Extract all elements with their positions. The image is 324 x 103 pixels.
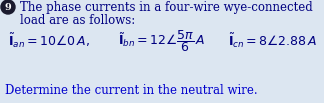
Text: load are as follows:: load are as follows:: [20, 13, 135, 26]
Text: 9: 9: [5, 2, 11, 12]
Circle shape: [1, 0, 15, 14]
Text: $\tilde{\mathbf{I}}_{an} = 10\angle 0\, A,$: $\tilde{\mathbf{I}}_{an} = 10\angle 0\, …: [8, 32, 90, 50]
Text: The phase currents in a four-wire wye-connected: The phase currents in a four-wire wye-co…: [20, 1, 313, 13]
Text: $\tilde{\mathbf{I}}_{cn} = 8\angle 2.88\, A$: $\tilde{\mathbf{I}}_{cn} = 8\angle 2.88\…: [228, 32, 317, 50]
Text: $\tilde{\mathbf{I}}_{bn} = 12\angle\dfrac{5\pi}{6}\, A$: $\tilde{\mathbf{I}}_{bn} = 12\angle\dfra…: [118, 28, 205, 54]
Text: Determine the current in the neutral wire.: Determine the current in the neutral wir…: [5, 84, 258, 97]
